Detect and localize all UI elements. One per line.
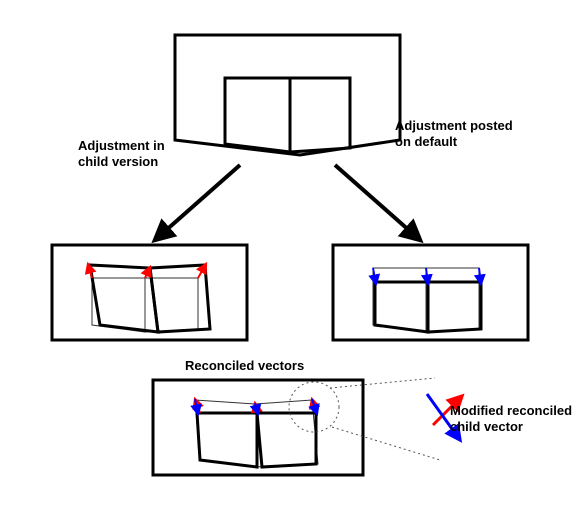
bottom-new-l	[197, 413, 257, 467]
top-outline	[175, 35, 400, 155]
right-panel-box	[333, 245, 528, 340]
right-orig-r	[426, 268, 479, 332]
bottom-new-r	[257, 413, 316, 467]
flow-arrow-right	[335, 165, 420, 240]
label-reconciled: Reconciled vectors	[185, 358, 304, 373]
right-new-r	[428, 282, 481, 332]
left-new-l	[90, 265, 158, 332]
bottom-orig-r	[255, 400, 318, 467]
top-inner-left	[225, 78, 290, 152]
bottom-orig-l	[195, 400, 262, 467]
zoom-guide-1	[332, 427, 440, 460]
top-inner-right	[290, 78, 350, 152]
right-orig-l	[373, 268, 426, 332]
label-modified-2: child vector	[450, 419, 523, 434]
label-left-1: Adjustment in	[78, 138, 165, 153]
right-new-l	[375, 282, 428, 332]
flow-arrow-left	[155, 165, 240, 240]
label-left-2: child version	[78, 154, 158, 169]
label-modified-1: Modified reconciled	[450, 403, 572, 418]
label-right-2: on default	[395, 134, 458, 149]
label-right-1: Adjustment posted	[395, 118, 513, 133]
left-new-r	[150, 265, 210, 332]
left-panel-box	[52, 245, 247, 340]
